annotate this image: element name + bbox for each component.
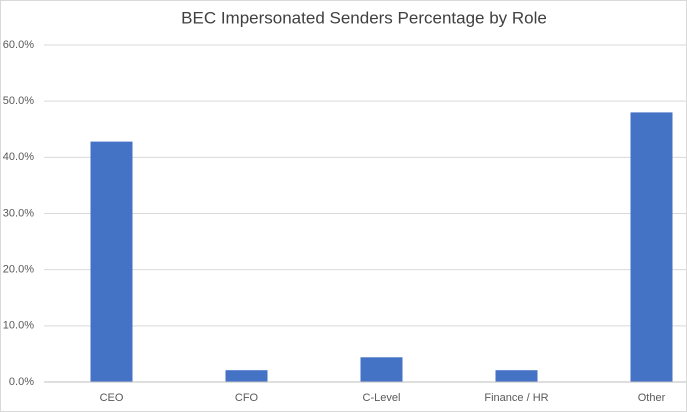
bar [90,141,133,382]
y-tick-label: 20.0% [3,264,34,276]
x-tick-label: C-Level [363,392,401,404]
x-tick-label: CFO [235,392,259,404]
y-tick-label: 50.0% [3,95,34,107]
bar [360,357,403,382]
y-tick-label: 0.0% [9,376,34,388]
x-tick-label: Finance / HR [484,392,548,404]
x-tick-label: CEO [100,392,124,404]
chart-title: BEC Impersonated Senders Percentage by R… [181,8,547,27]
bar [495,370,538,382]
y-tick-label: 40.0% [3,151,34,163]
bar [630,112,673,383]
y-tick-label: 10.0% [3,320,34,332]
y-tick-label: 30.0% [3,207,34,219]
y-tick-label: 60.0% [3,39,34,51]
x-tick-label: Other [638,392,666,404]
bar [225,370,268,382]
